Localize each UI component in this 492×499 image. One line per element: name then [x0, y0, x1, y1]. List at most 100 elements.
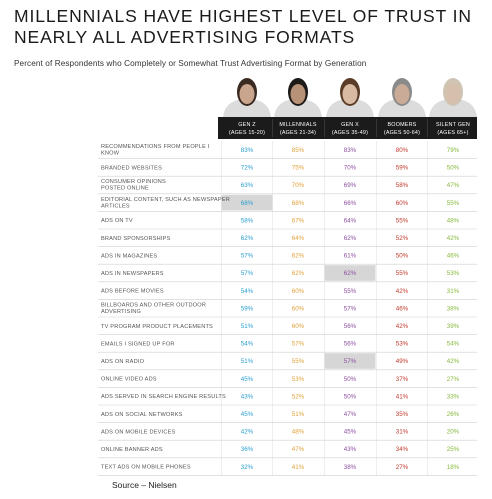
value-label: 64% — [344, 217, 357, 224]
value-label: 58% — [241, 217, 254, 224]
table-row: ONLINE BANNER ADS 36% 47% 43% 34% 25% — [98, 440, 477, 459]
source-note: Source – Nielsen — [112, 480, 177, 490]
value-label: 54% — [241, 288, 254, 295]
row-label: ADS IN MAGAZINES — [101, 253, 157, 259]
value-label: 62% — [241, 235, 254, 242]
value-label: 53% — [447, 270, 460, 277]
highlight-cell — [324, 265, 376, 281]
value-label: 60% — [396, 200, 409, 207]
row-label: POSTED ONLINE — [101, 186, 149, 192]
value-label: 59% — [241, 305, 254, 312]
value-label: 48% — [292, 429, 305, 436]
value-label: 45% — [344, 429, 357, 436]
row-label: ARTICLES — [101, 203, 130, 209]
value-label: 47% — [447, 182, 460, 189]
row-label: TV PROGRAM PRODUCT PLACEMENTS — [101, 324, 213, 330]
table-row: EDITORIAL CONTENT, SUCH AS NEWSPAPERARTI… — [98, 193, 477, 212]
value-label: 67% — [292, 217, 305, 224]
table-row: BRAND SPONSORSHIPS 62% 64% 62% 52% 42% — [98, 229, 477, 247]
value-label: 39% — [447, 323, 460, 330]
value-label: 57% — [241, 253, 254, 260]
person-photo-gen-x — [326, 78, 374, 117]
value-label: 66% — [344, 200, 357, 207]
row-label: CONSUMER OPINIONS — [101, 179, 166, 185]
highlight-cell — [221, 194, 273, 211]
value-label: 42% — [396, 288, 409, 295]
value-label: 47% — [292, 446, 305, 453]
row-label: ADS ON SOCIAL NETWORKS — [101, 412, 183, 418]
column-ages: (AGES 35-49) — [332, 130, 368, 136]
value-label: 59% — [396, 165, 409, 172]
value-label: 31% — [396, 429, 409, 436]
column-name: GEN Z — [238, 122, 256, 128]
person-photo-silent-gen — [429, 78, 477, 117]
value-label: 43% — [344, 446, 357, 453]
value-label: 70% — [292, 182, 305, 189]
row-label: EMAILS I SIGNED UP FOR — [101, 341, 175, 347]
value-label: 56% — [344, 323, 357, 330]
value-label: 57% — [344, 358, 357, 365]
page-title: MILLENNIALS HAVE HIGHEST LEVEL OF TRUST … — [14, 6, 472, 47]
value-label: 43% — [241, 393, 254, 400]
value-label: 51% — [241, 358, 254, 365]
value-label: 26% — [447, 411, 460, 418]
value-label: 42% — [447, 358, 460, 365]
value-label: 20% — [447, 429, 460, 436]
row-label: BRANDED WEBSITES — [101, 165, 162, 171]
value-label: 18% — [447, 464, 460, 471]
column-ages: (AGES 50-64) — [384, 130, 420, 136]
table-row: EMAILS I SIGNED UP FOR 54% 57% 56% 53% 54% — [98, 334, 477, 353]
row-label: ADS SERVED IN SEARCH ENGINE RESULTS — [101, 394, 226, 400]
value-label: 35% — [396, 411, 409, 418]
table-row: ADS ON SOCIAL NETWORKS 45% 51% 47% 35% 26% — [98, 405, 477, 423]
value-label: 46% — [396, 305, 409, 312]
value-label: 53% — [292, 376, 305, 383]
value-label: 41% — [396, 393, 409, 400]
value-label: 51% — [292, 411, 305, 418]
generation-photos — [223, 78, 477, 117]
value-label: 38% — [344, 464, 357, 471]
value-label: 62% — [344, 270, 357, 277]
value-label: 56% — [344, 341, 357, 348]
value-label: 42% — [447, 235, 460, 242]
table-row: ADS SERVED IN SEARCH ENGINE RESULTS 43% 52… — [98, 387, 477, 406]
value-label: 46% — [447, 253, 460, 260]
value-label: 80% — [396, 147, 409, 154]
highlight-cell — [324, 353, 376, 369]
value-label: 49% — [396, 358, 409, 365]
value-label: 68% — [292, 200, 305, 207]
value-label: 62% — [292, 270, 305, 277]
table-row: BRANDED WEBSITES 72% 75% 70% 59% 50% — [98, 158, 477, 177]
row-label: ADVERTISING — [101, 309, 141, 315]
person-photo-gen-z — [223, 78, 271, 117]
table-row: ONLINE VIDEO ADS 45% 53% 50% 37% 27% — [98, 369, 477, 388]
row-label: TEXT ADS ON MOBILE PHONES — [101, 465, 191, 471]
value-label: 55% — [396, 270, 409, 277]
column-ages: (AGES 21-34) — [280, 130, 316, 136]
value-label: 72% — [241, 165, 254, 172]
table-row: ADS IN MAGAZINES 57% 62% 61% 50% 46% — [98, 246, 477, 265]
value-label: 57% — [292, 341, 305, 348]
value-label: 42% — [241, 429, 254, 436]
column-name: SILENT GEN — [436, 122, 470, 128]
value-label: 64% — [292, 235, 305, 242]
row-label: RECOMMENDATIONS FROM PEOPLE I — [101, 144, 210, 150]
value-label: 37% — [396, 376, 409, 383]
value-label: 52% — [292, 393, 305, 400]
value-label: 51% — [241, 323, 254, 330]
value-label: 50% — [344, 393, 357, 400]
value-label: 69% — [344, 182, 357, 189]
row-label: ADS ON TV — [101, 218, 133, 224]
value-label: 50% — [396, 253, 409, 260]
value-label: 60% — [292, 323, 305, 330]
value-label: 61% — [344, 253, 357, 260]
value-label: 62% — [344, 235, 357, 242]
column-name: BOOMERS — [388, 122, 417, 128]
table-row: ADS ON MOBILE DEVICES 42% 48% 45% 31% 20% — [98, 422, 477, 441]
column-ages: (AGES 65+) — [437, 130, 468, 136]
row-label: KNOW — [101, 151, 120, 157]
row-label: EDITORIAL CONTENT, SUCH AS NEWSPAPER — [101, 197, 230, 203]
